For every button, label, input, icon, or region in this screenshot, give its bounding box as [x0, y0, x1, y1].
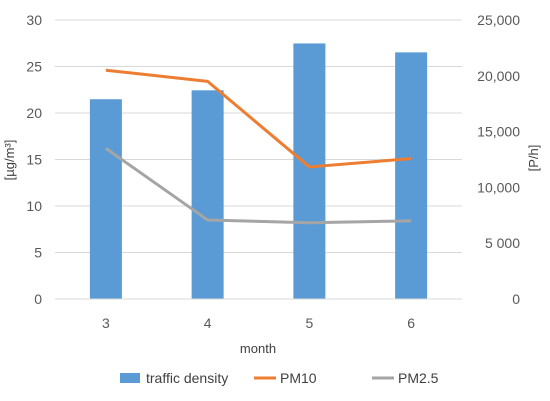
left-tick-label: 10	[26, 198, 42, 214]
left-tick-label: 25	[26, 59, 42, 75]
bar	[293, 43, 326, 299]
left-tick-label: 5	[34, 245, 42, 261]
right-tick-label: 15,000	[477, 124, 520, 140]
legend-label: PM2.5	[398, 370, 439, 386]
right-tick-label: 25,000	[477, 12, 520, 28]
left-tick-label: 20	[26, 105, 42, 121]
left-axis-ticks: 0 5 10 15 20 25 30	[26, 12, 42, 307]
legend: traffic density PM10 PM2.5	[120, 370, 439, 386]
bar	[89, 99, 122, 300]
legend-label: PM10	[280, 370, 317, 386]
x-tick-label: 4	[204, 315, 212, 331]
right-tick-label: 10,000	[477, 179, 520, 195]
left-axis-title: [µg/m³]	[2, 140, 17, 181]
bar	[191, 90, 224, 299]
x-tick-label: 3	[102, 315, 110, 331]
line-series	[105, 68, 412, 225]
right-tick-label: 5 000	[485, 235, 520, 251]
legend-label: traffic density	[146, 370, 228, 386]
x-axis-ticks: 3 4 5 6	[102, 315, 415, 331]
x-tick-label: 6	[407, 315, 415, 331]
right-tick-label: 20,000	[477, 68, 520, 84]
right-axis-ticks: 0 5 000 10,000 15,000 20,000 25,000	[477, 12, 520, 307]
left-tick-label: 15	[26, 152, 42, 168]
bar-series	[89, 43, 428, 300]
left-tick-label: 0	[34, 291, 42, 307]
bar	[395, 52, 428, 299]
x-axis-title: month	[240, 341, 276, 356]
x-tick-label: 5	[305, 315, 313, 331]
series-line	[105, 68, 412, 169]
series-line	[105, 147, 412, 225]
left-tick-label: 30	[26, 12, 42, 28]
right-axis-title: [P/h]	[526, 145, 541, 172]
right-tick-label: 0	[512, 291, 520, 307]
legend-swatch	[120, 373, 140, 383]
